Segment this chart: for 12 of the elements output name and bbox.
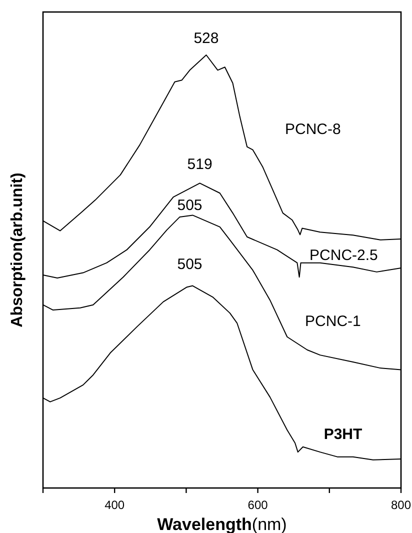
y-axis-title: Absorption(arb.unit): [9, 172, 26, 328]
x-tick-label: 400: [104, 498, 125, 512]
annotation: 519: [187, 156, 212, 174]
annotation: 528: [194, 30, 219, 47]
annotation: 505: [177, 197, 202, 214]
series-label: PCNC-1: [305, 312, 361, 330]
text: PCNC-8: [285, 121, 341, 138]
annotation: 505: [177, 256, 202, 273]
series-label: PCNC-2.5: [310, 247, 378, 264]
x-tick-label: 800: [390, 498, 412, 512]
series-label: P3HT: [324, 426, 362, 443]
x-tick-label: 600: [248, 498, 268, 512]
